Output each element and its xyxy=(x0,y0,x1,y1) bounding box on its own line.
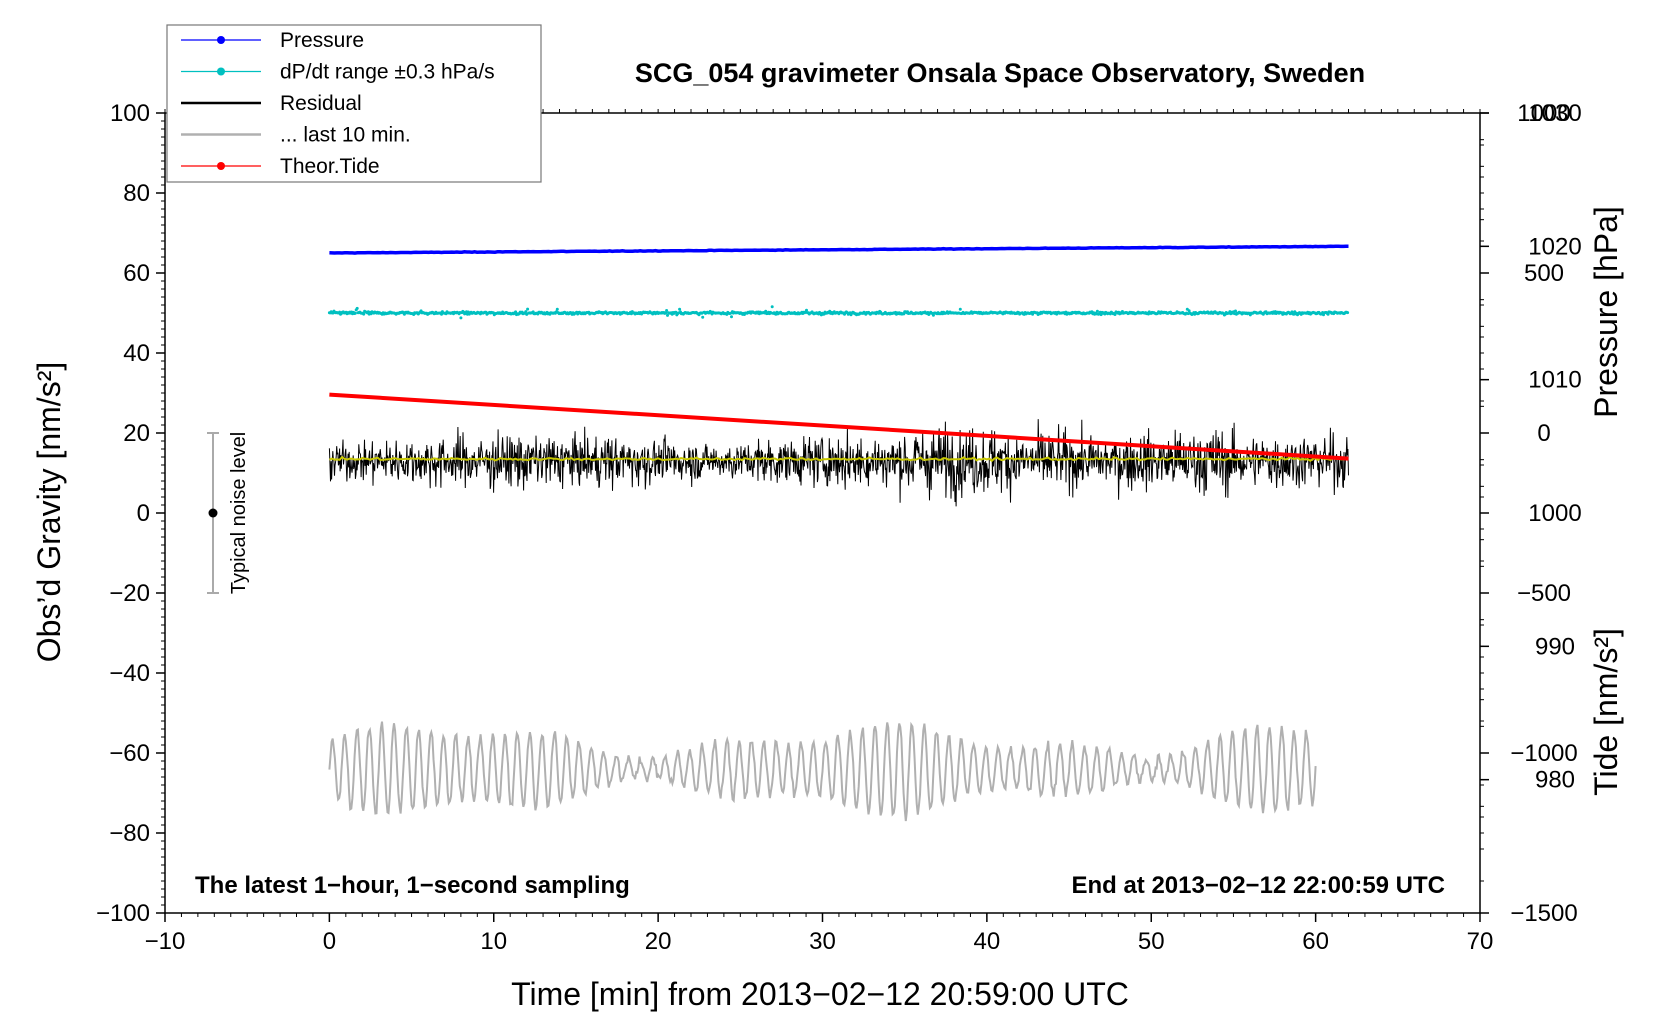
x-tick-label: 30 xyxy=(809,928,836,955)
tide-series xyxy=(329,392,1349,461)
dpdt-point xyxy=(805,308,808,312)
legend: Pressure dP/dt range ±0.3 hPa/s Residual..… xyxy=(166,24,542,183)
axes-layer: −10 0 10 20 30 40 50 60 70−100−80−60−40−20020406… xyxy=(96,100,1582,955)
dpdt-point xyxy=(770,305,774,309)
dpdt-point xyxy=(958,307,962,311)
y-tick-label: 100 xyxy=(110,100,150,127)
legend-marker xyxy=(217,67,225,76)
x-tick-label: 20 xyxy=(645,928,672,955)
tide-tick-label: −500 xyxy=(1517,580,1571,607)
annotation-right: End at 2013−02−12 22:00:59 UTC xyxy=(1071,872,1445,899)
dpdt-point xyxy=(1187,309,1191,313)
chart-title: SCG_054 gravimeter Onsala Space Observat… xyxy=(635,58,1365,88)
dpdt-point xyxy=(666,313,669,317)
dpdt-point xyxy=(1113,313,1117,316)
pressure-tick-label: 1020 xyxy=(1528,233,1581,260)
pressure-axis-title: Pressure [hPa] xyxy=(1588,206,1624,418)
x-tick-label: 10 xyxy=(480,928,507,955)
y-tick-label: −80 xyxy=(109,820,150,847)
tide-axis-title: Tide [nm/s²] xyxy=(1588,628,1624,796)
legend-label: Residual xyxy=(280,92,362,115)
y-tick-label: −100 xyxy=(96,900,150,927)
dpdt-point xyxy=(524,310,528,314)
y-tick-label: −60 xyxy=(109,740,150,767)
series-layer xyxy=(327,244,1350,822)
pressure-tick-label: 1010 xyxy=(1528,367,1581,394)
y-tick-label: 60 xyxy=(123,260,150,287)
dpdt-point xyxy=(1234,309,1237,313)
pressure-tick-label: 1030 xyxy=(1528,100,1581,127)
dpdt-point xyxy=(1326,312,1330,316)
dpdt-point xyxy=(526,307,530,311)
pressure-tick-label: 1000 xyxy=(1528,500,1581,527)
tide-tick-label: 1000 xyxy=(1517,100,1570,127)
y-tick-label: 20 xyxy=(123,420,150,447)
noise-indicator: Typical noise level xyxy=(207,432,250,594)
y-axis-title: Obs’d Gravity [nm/s²] xyxy=(31,362,67,663)
last-10-min-series xyxy=(328,721,1317,822)
x-tick-label: 60 xyxy=(1302,928,1329,955)
residual-smoothed-series xyxy=(328,455,1349,463)
x-axis-title: Time [min] from 2013−02−12 20:59:00 UTC xyxy=(511,976,1129,1012)
x-tick-label: 50 xyxy=(1138,928,1165,955)
x-tick-label: 70 xyxy=(1467,928,1494,955)
pressure-tick-label: 980 xyxy=(1535,767,1575,794)
dpdt-point xyxy=(665,309,669,312)
pressure-series xyxy=(329,244,1349,255)
dpdt-point xyxy=(555,307,559,311)
dpdt-point xyxy=(678,307,682,311)
tide-tick-label: 500 xyxy=(1524,260,1564,287)
dpdt-point xyxy=(730,315,733,319)
legend-marker xyxy=(217,36,225,44)
tide-tick-label: −1000 xyxy=(1510,740,1577,767)
legend-label: Pressure xyxy=(280,29,364,52)
dpdt-point xyxy=(1095,309,1099,313)
x-tick-label: 40 xyxy=(974,928,1001,955)
dpdt-point xyxy=(353,311,357,315)
tide-tick-label: −1500 xyxy=(1510,900,1577,927)
y-tick-label: 80 xyxy=(123,180,150,207)
dpdt-point xyxy=(701,315,705,319)
dpdt-series xyxy=(327,305,1350,320)
pressure-tick-label: 990 xyxy=(1535,633,1575,660)
legend-marker xyxy=(217,162,225,170)
x-tick-label: 0 xyxy=(323,928,336,955)
annotation-left: The latest 1−hour, 1−second sampling xyxy=(195,872,630,899)
dpdt-point xyxy=(362,312,366,316)
dpdt-point xyxy=(1346,311,1350,315)
dpdt-point xyxy=(764,309,768,313)
y-tick-label: −40 xyxy=(109,660,150,687)
y-tick-label: 0 xyxy=(137,500,150,527)
y-tick-label: −20 xyxy=(109,580,150,607)
x-tick-label: −10 xyxy=(145,928,186,955)
dpdt-point xyxy=(459,316,463,320)
dpdt-point xyxy=(355,306,359,310)
residual-series xyxy=(328,419,1349,507)
legend-label: ... last 10 min. xyxy=(280,124,411,147)
legend-label: dP/dt range ±0.3 hPa/s xyxy=(280,61,495,84)
legend-label: Theor.Tide xyxy=(280,155,380,178)
noise-center-dot xyxy=(208,508,218,518)
noise-label: Typical noise level xyxy=(228,432,250,594)
tide-tick-label: 0 xyxy=(1537,420,1550,447)
dpdt-point xyxy=(664,311,668,315)
y-tick-label: 40 xyxy=(123,340,150,367)
